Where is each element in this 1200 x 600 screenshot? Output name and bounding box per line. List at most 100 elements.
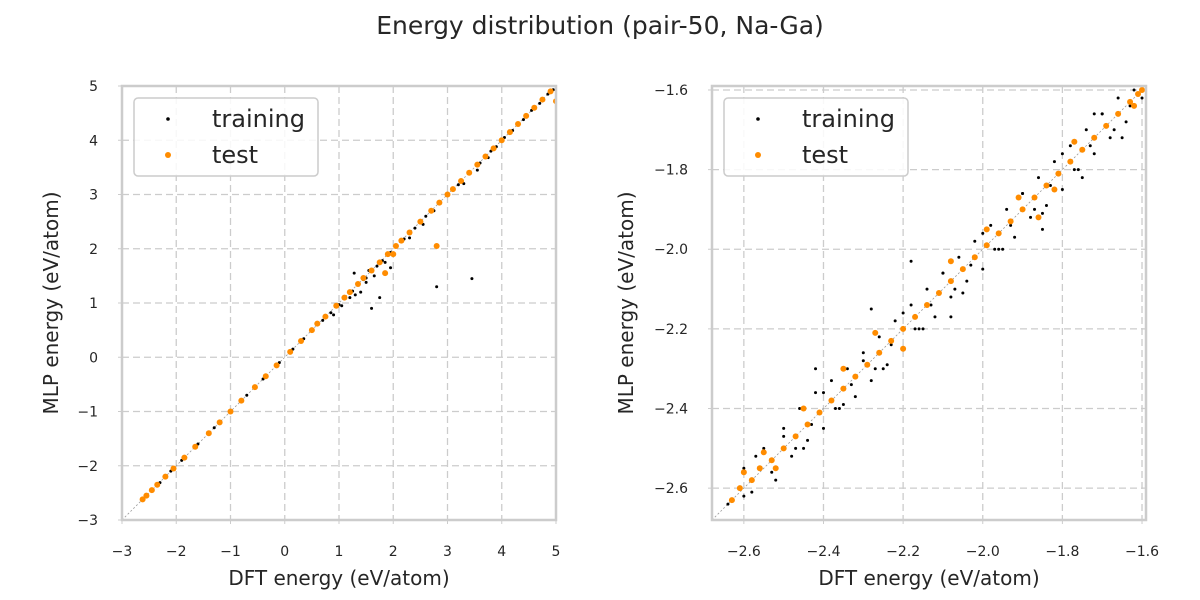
test-point — [298, 337, 305, 344]
training-point — [997, 247, 1001, 251]
training-point — [329, 311, 333, 315]
training-point — [965, 279, 969, 283]
training-point — [1001, 247, 1005, 251]
training-point — [1092, 112, 1096, 116]
training-point — [742, 494, 746, 498]
data-layer — [122, 86, 556, 520]
legend-marker-training — [166, 117, 170, 121]
training-point — [853, 395, 857, 399]
training-point — [1120, 136, 1124, 140]
test-point — [458, 177, 465, 184]
test-point — [772, 465, 779, 472]
training-point — [1100, 112, 1104, 116]
y-tick-label: 4 — [89, 133, 98, 149]
test-point — [947, 278, 954, 285]
data-layer — [712, 86, 1146, 520]
x-tick-label: −2.6 — [727, 544, 761, 560]
test-point — [1067, 158, 1074, 165]
test-point — [1007, 218, 1014, 225]
test-point — [333, 302, 340, 309]
test-point — [900, 325, 907, 332]
test-point — [181, 454, 188, 461]
y-tick-label: −2.4 — [654, 402, 688, 418]
training-point — [750, 490, 754, 494]
training-point — [782, 434, 786, 438]
training-point — [814, 391, 818, 395]
x-tick-label: 4 — [497, 544, 506, 560]
training-point — [1072, 168, 1076, 172]
training-point — [873, 367, 877, 371]
training-point — [961, 291, 965, 295]
y-tick-label: 2 — [89, 242, 98, 258]
test-point — [162, 473, 169, 480]
test-point — [170, 465, 177, 472]
x-tick-label: −1 — [220, 544, 241, 560]
training-point — [1013, 235, 1017, 239]
training-point — [1128, 104, 1132, 108]
training-point — [378, 296, 382, 300]
y-tick-label: −1.8 — [654, 163, 688, 179]
test-point — [428, 207, 435, 214]
training-point — [929, 303, 933, 307]
training-point — [332, 313, 336, 317]
test-point — [262, 373, 269, 380]
training-point — [352, 271, 356, 275]
test-point — [1035, 214, 1042, 221]
test-point — [287, 348, 294, 355]
training-point — [1060, 152, 1064, 156]
training-point — [1080, 176, 1084, 180]
training-point — [885, 363, 889, 367]
y-tick-label: −2.0 — [654, 242, 688, 258]
training-point — [353, 293, 357, 297]
training-point — [475, 168, 479, 172]
y-tick-label: 1 — [89, 296, 98, 312]
training-point — [901, 311, 905, 315]
training-point — [1036, 176, 1040, 180]
test-point — [531, 104, 538, 111]
training-point — [861, 351, 865, 355]
y-axis-label: MLP energy (eV/atom) — [39, 191, 63, 414]
test-point — [436, 199, 443, 206]
test-point — [139, 496, 146, 503]
training-point — [925, 287, 929, 291]
legend-label-test: test — [802, 141, 848, 169]
training-point — [1140, 96, 1144, 100]
right-plot: −2.6 −2.4 −2.2 −2.0 −1.8 −1.6 −2.6 −2.4 −2.2 −2.0… — [614, 83, 1159, 590]
y-tick-label: −2 — [77, 459, 98, 475]
legend-label-test: test — [212, 141, 258, 169]
test-point — [800, 405, 807, 412]
y-tick-label: −2.6 — [654, 481, 688, 497]
training-point — [1092, 152, 1096, 156]
test-point — [390, 251, 397, 258]
training-point — [814, 367, 818, 371]
training-point — [408, 236, 412, 240]
test-point — [1055, 170, 1062, 177]
test-point — [490, 145, 497, 152]
test-point — [983, 242, 990, 249]
test-point — [417, 218, 424, 225]
test-point — [876, 349, 883, 356]
training-point — [521, 118, 525, 122]
training-point — [245, 393, 249, 397]
test-point — [251, 384, 258, 391]
training-point — [762, 446, 766, 450]
x-tick-label: 0 — [280, 544, 289, 560]
training-point — [359, 290, 363, 294]
training-point — [364, 280, 368, 284]
training-point — [973, 239, 977, 243]
test-point — [912, 313, 919, 320]
test-point — [1051, 186, 1058, 193]
legend-marker-test — [165, 152, 171, 158]
test-point — [216, 419, 223, 426]
training-point — [456, 183, 460, 187]
x-tick-label: −1.8 — [1045, 544, 1079, 560]
test-point — [238, 397, 245, 404]
training-point — [470, 277, 474, 281]
training-point — [829, 379, 833, 383]
training-point — [1009, 223, 1013, 227]
test-point — [816, 409, 823, 416]
test-point — [1031, 194, 1038, 201]
figure-title: Energy distribution (pair-50, Na-Ga) — [376, 11, 824, 40]
test-point — [804, 421, 811, 428]
